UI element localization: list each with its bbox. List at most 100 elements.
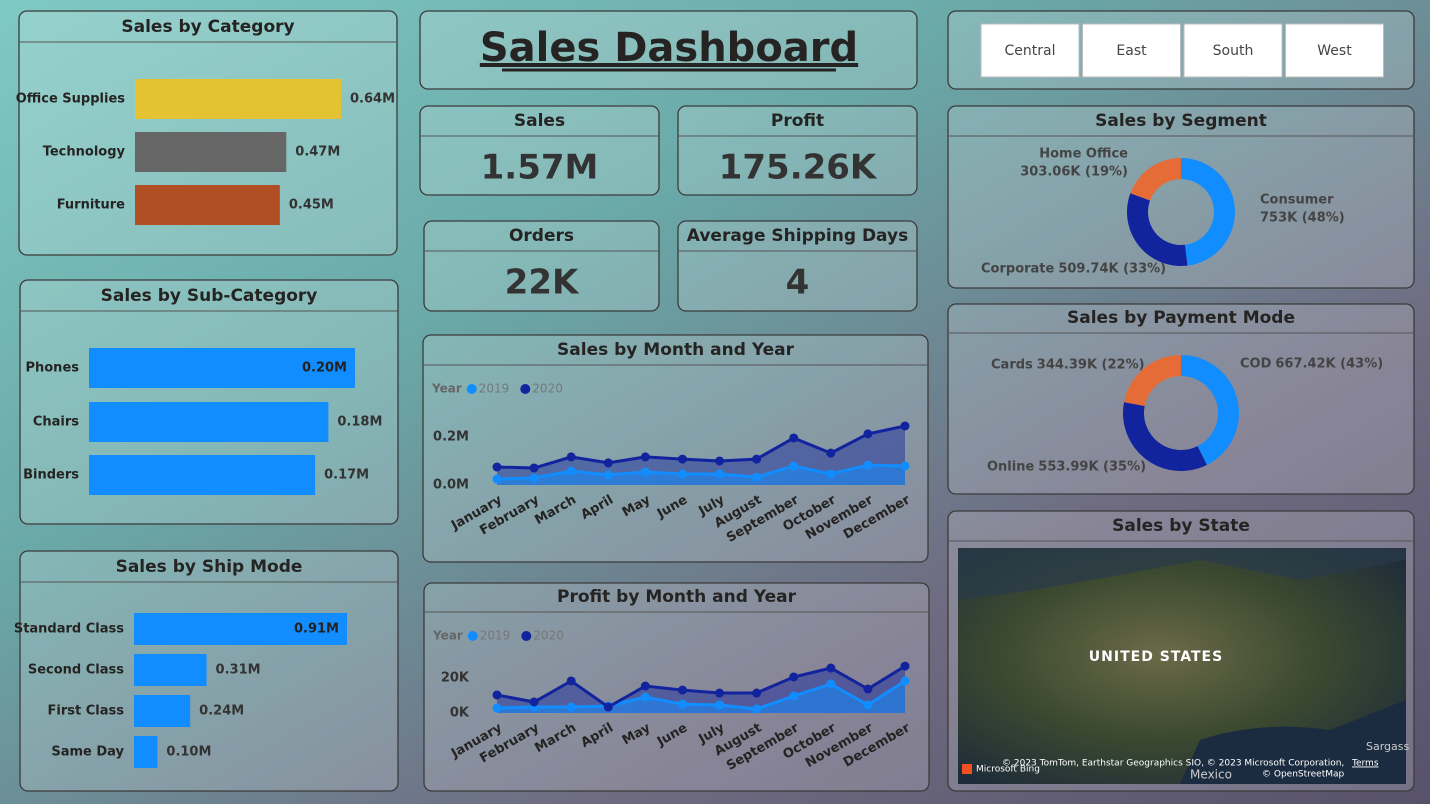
map-terms[interactable]: Terms [1351,759,1379,769]
bar [135,79,341,119]
map-gulf [1180,700,1406,784]
chart-title: Sales by Segment [1095,111,1267,131]
point [752,704,762,714]
y-tick-label: 0K [450,706,470,721]
category-label: Binders [23,468,79,483]
slice-label: 553.99K (35%) [1038,460,1146,475]
bar [89,348,355,388]
kpi-value: 22K [505,263,580,303]
kpi-label: Orders [509,226,574,246]
data-label: 0.47M [295,145,340,160]
point [603,702,613,712]
point [492,474,502,484]
slicer-button[interactable] [1082,23,1181,78]
legend-marker [520,384,531,394]
slicer-button[interactable] [1285,23,1384,78]
point [900,676,910,686]
map-logo: Microsoft Bing [976,765,1040,775]
point [566,676,576,686]
point [640,452,650,462]
point [715,469,725,479]
category-label: Technology [43,145,126,160]
point [640,681,650,691]
slice-label: 753K (48%) [1260,211,1345,226]
bar [134,654,207,686]
point [789,691,799,701]
legend-label: 2020 [532,382,563,396]
slicer-option[interactable]: East [1116,43,1147,59]
y-tick-label: 0.0M [433,478,469,493]
data-label: 0.20M [302,361,347,376]
kpi-label: Sales [514,111,565,131]
point [715,700,725,710]
point [752,472,762,482]
category-label: First Class [48,704,125,719]
slicer-button[interactable] [1183,23,1283,78]
point [863,700,873,710]
panel [19,550,399,792]
point [566,702,576,712]
point [900,461,910,471]
chart-title: Sales by Ship Mode [116,557,303,577]
data-label: 0.64M [350,92,395,107]
y-tick-label: 0.2M [433,430,469,445]
legend-marker [467,631,478,641]
point [677,469,687,479]
map-osm[interactable]: © OpenStreetMap [1262,770,1345,780]
line [496,424,906,470]
map-country-label: UNITED STATES [1089,649,1223,665]
point [529,697,539,707]
line [496,463,906,481]
donut-slice [1181,158,1235,266]
legend-marker [521,631,532,641]
slicer-option[interactable]: South [1213,43,1254,59]
point [863,460,873,470]
point [826,679,836,689]
panel [423,220,660,312]
donut-slice [1181,355,1239,465]
legend-title: Year [431,382,462,396]
data-label: 0.10M [166,745,211,760]
point [492,462,502,472]
slice-name: Consumer [1260,193,1334,208]
slice-label: 667.42K (43%) [1275,357,1383,372]
point [863,684,873,694]
data-label: 0.24M [199,704,244,719]
point [789,433,799,443]
point [789,672,799,682]
donut-slice [1130,158,1181,201]
panel [947,105,1415,289]
legend-label: 2019 [480,629,511,643]
point [640,692,650,702]
slicer-button[interactable] [980,23,1080,78]
chart-title: Sales by Sub-Category [101,286,318,306]
data-label: 0.18M [337,415,382,430]
line [496,664,906,709]
slice-label: 509.74K (33%) [1058,262,1166,277]
point [715,688,725,698]
slice-name: Cards [991,358,1033,373]
kpi-value: 175.26K [719,148,878,188]
chart-title: Sales by Payment Mode [1067,308,1295,328]
point [677,454,687,464]
panel [419,105,660,196]
donut-slice [1122,402,1207,471]
point [826,663,836,673]
point [492,690,502,700]
point [566,452,576,462]
bar [134,613,347,645]
panel [677,105,918,196]
data-label: 0.17M [324,468,369,483]
kpi-label: Average Shipping Days [687,226,908,246]
slice-label: 303.06K (19%) [1020,165,1128,180]
kpi-value: 4 [786,263,810,303]
slicer-option[interactable]: Central [1005,43,1056,59]
slicer-option[interactable]: West [1317,43,1352,59]
point [677,685,687,695]
chart-title: Sales by Month and Year [557,340,795,360]
slice-name: Home Office [1039,147,1128,162]
category-label: Furniture [57,198,125,213]
bing-logo [962,764,972,774]
point [492,703,502,713]
